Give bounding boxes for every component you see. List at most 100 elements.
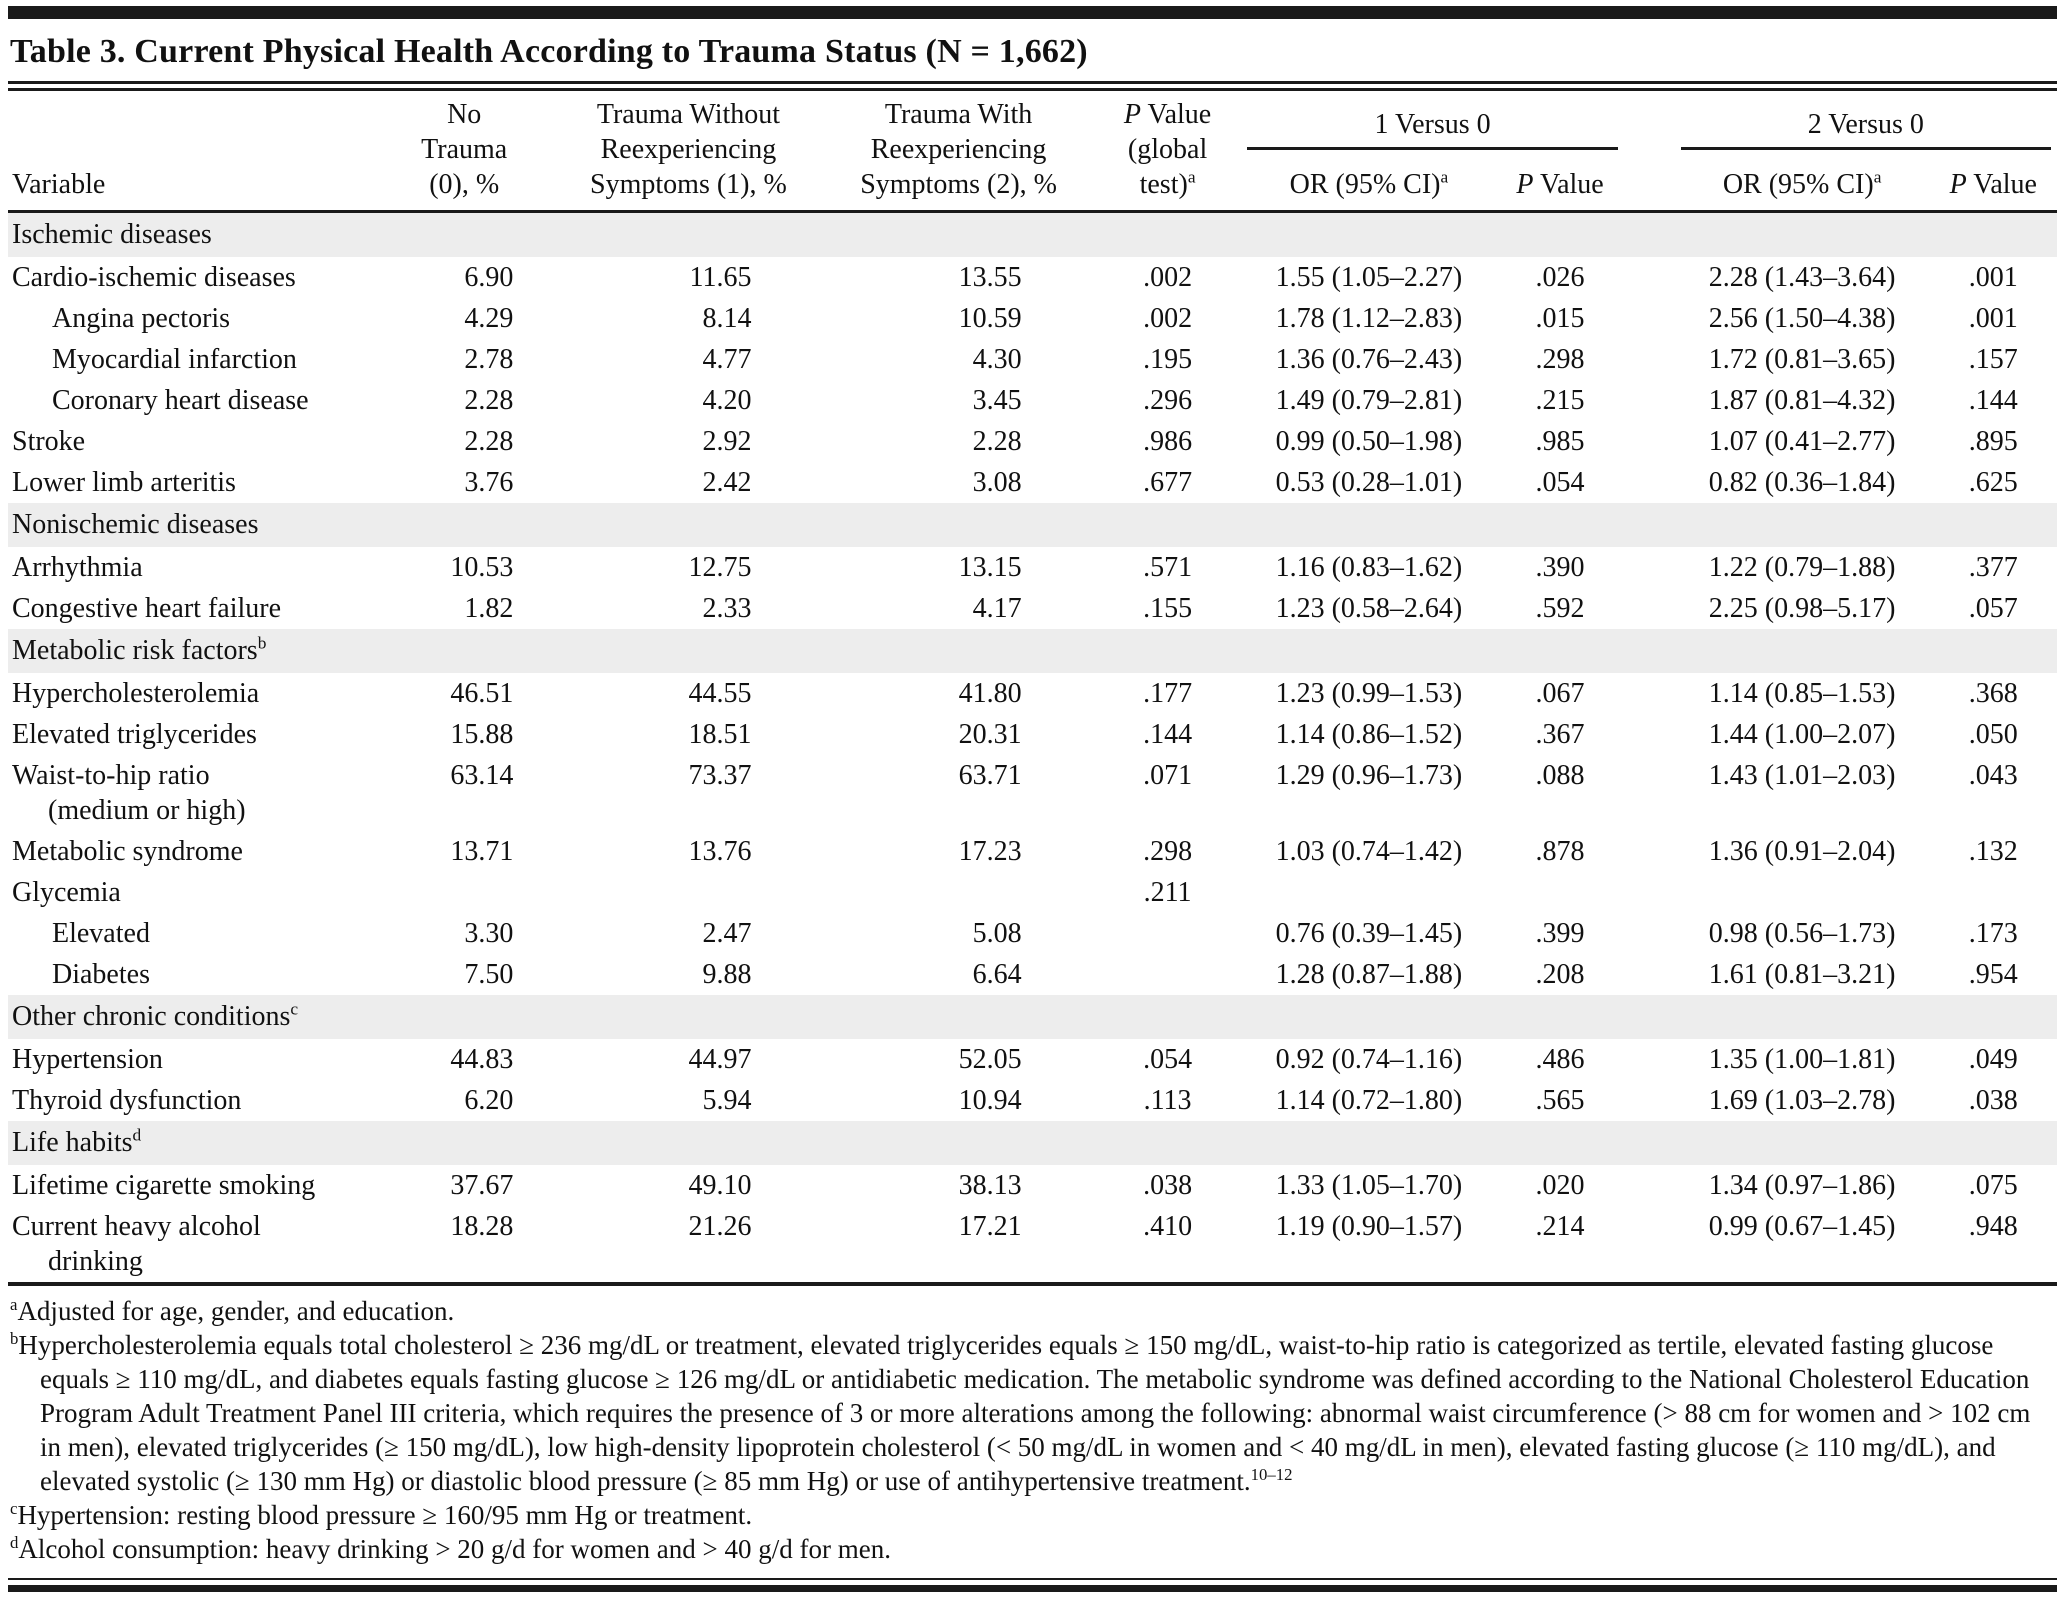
footnote-text: Adjusted for age, gender, and education. [17,1296,455,1326]
cell-pct-trauma-without: 12.75 [688,552,752,583]
row-label: Hypertension [8,1039,375,1080]
section-row: Life habitsd [8,1121,2057,1165]
row-label: Myocardial infarction [8,339,375,380]
section-label: Other chronic conditionsc [8,995,2057,1039]
cell-pvalue-global: .986 [1143,426,1193,457]
cell-pvalue-1v0: .214 [1535,1211,1585,1242]
cell-pvalue-1v0: .390 [1535,552,1585,583]
table-row: Glycemia .211 [8,872,2057,913]
column-gap [1624,1165,1675,1206]
cell-pct-trauma-with: 10.59 [958,303,1022,334]
row-label: Stroke [8,421,375,462]
cell-pvalue-2v0: .001 [1968,262,2018,293]
cell-pct-trauma-without: 11.65 [689,262,752,293]
col-group-2-versus-0: 2 Versus 0 [1675,91,2057,152]
row-label-line: drinking [48,1246,143,1277]
section-label-text: Metabolic risk factors [12,635,258,666]
column-gap [1624,462,1675,503]
section-row: Other chronic conditionsc [8,995,2057,1039]
cell-pct-no-trauma: 37.67 [450,1170,514,1201]
row-label-line: Cardio-ischemic diseases [12,262,296,293]
cell-or-1v0: 1.33 (1.05–1.70) [1275,1170,1463,1201]
row-label: Cardio-ischemic diseases [8,257,375,298]
cell-pct-trauma-without [553,872,823,913]
cell-pct-no-trauma: 10.53 [450,552,514,583]
cell-pct-trauma-with: 4.30 [972,344,1022,375]
cell-pct-trauma-with: 41.80 [958,678,1022,709]
row-label: Glycemia [8,872,375,913]
cell-or-1v0: 1.03 (0.74–1.42) [1275,836,1463,867]
cell-pct-no-trauma [375,872,553,913]
cell-or-1v0: 1.14 (0.86–1.52) [1275,719,1463,750]
cell-pvalue-2v0: .144 [1968,385,2018,416]
cell-pct-trauma-with: 4.17 [972,593,1022,624]
section-label: Ischemic diseases [8,210,2057,257]
table-row: Coronary heart disease 2.28 4.20 3.45 .296 1.… [8,380,2057,421]
cell-pct-no-trauma: 13.71 [450,836,514,867]
cell-pct-no-trauma: 15.88 [450,719,514,750]
cell-pvalue-1v0: .878 [1535,836,1585,867]
cell-pvalue-2v0: .001 [1968,303,2018,334]
cell-pvalue-1v0: .985 [1535,426,1585,457]
cell-or-1v0: 0.53 (0.28–1.01) [1275,467,1463,498]
cell-pct-trauma-with: 3.08 [972,467,1022,498]
cell-pct-trauma-with [824,872,1094,913]
cell-pvalue-1v0: .026 [1535,262,1585,293]
cell-or-2v0: 0.82 (0.36–1.84) [1708,467,1896,498]
cell-pct-no-trauma: 18.28 [450,1211,514,1242]
row-label-line: Lower limb arteritis [12,467,236,498]
table-row: Hypertension 44.83 44.97 52.05 .054 0.92 (0.7… [8,1039,2057,1080]
cell-pct-trauma-without: 2.92 [702,426,752,457]
table-row: Angina pectoris 4.29 8.14 10.59 .002 1.78 (1.… [8,298,2057,339]
cell-pct-no-trauma: 2.28 [464,385,514,416]
cell-pct-trauma-with: 17.21 [958,1211,1022,1242]
cell-pct-trauma-without: 8.14 [702,303,752,334]
col-header-trauma-with: Trauma With Reexperiencing Symptoms (2),… [860,99,1057,200]
section-footnote-marker: b [257,633,267,653]
cell-pct-trauma-without: 49.10 [688,1170,752,1201]
footnote: cHypertension: resting blood pressure ≥ … [10,1498,2055,1532]
cell-pvalue-1v0: .399 [1535,918,1585,949]
footnote-text: Hypertension: resting blood pressure ≥ 1… [17,1500,753,1530]
section-footnote-marker: c [290,999,299,1019]
title-rule [8,81,2057,91]
cell-pvalue-2v0: .173 [1968,918,2018,949]
column-gap [1624,588,1675,629]
data-table: Variable No Trauma (0), % Trauma Without… [8,91,2057,1286]
cell-pct-no-trauma: 7.50 [464,959,514,990]
section-label: Nonischemic diseases [8,503,2057,547]
footnote-text: Alcohol consumption: heavy drinking > 20… [18,1534,891,1564]
cell-or-1v0: 1.55 (1.05–2.27) [1275,262,1463,293]
cell-pct-trauma-without: 5.94 [702,1085,752,1116]
footnote-reference: 10–12 [1250,1465,1293,1484]
cell-pvalue-global: .113 [1143,1085,1192,1116]
col-header-pvalue-1v0: P Value [1516,169,1604,200]
cell-pvalue-1v0: .592 [1535,593,1585,624]
row-label-line: Hypertension [12,1044,163,1075]
cell-pvalue-2v0: .050 [1968,719,2018,750]
table-row: Elevated 3.30 2.47 5.08 0.76 (0.39–1.45) .399… [8,913,2057,954]
cell-pct-trauma-without: 44.97 [688,1044,752,1075]
cell-pct-trauma-with: 20.31 [958,719,1022,750]
row-label: Coronary heart disease [8,380,375,421]
column-gap [1624,380,1675,421]
row-label-line: Elevated triglycerides [12,719,257,750]
col-header-p-global: P Value (global test)a [1123,99,1212,200]
column-gap [1624,1206,1675,1284]
column-gap [1624,547,1675,588]
cell-pct-no-trauma: 46.51 [450,678,514,709]
cell-pvalue-1v0 [1496,872,1623,913]
row-label: Elevated triglycerides [8,714,375,755]
row-label: Elevated [8,913,375,954]
col-header-or-2v0: OR (95% CI)a [1722,167,1882,200]
column-gap [1624,831,1675,872]
cell-pct-trauma-with: 13.15 [958,552,1022,583]
bottom-rule [8,1578,2057,1592]
cell-or-2v0: 2.28 (1.43–3.64) [1708,262,1896,293]
cell-pvalue-2v0: .954 [1968,959,2018,990]
section-label-text: Life habits [12,1127,133,1158]
cell-pvalue-global [1094,954,1242,995]
column-gap [1624,872,1675,913]
row-label-line: Thyroid dysfunction [12,1085,242,1116]
